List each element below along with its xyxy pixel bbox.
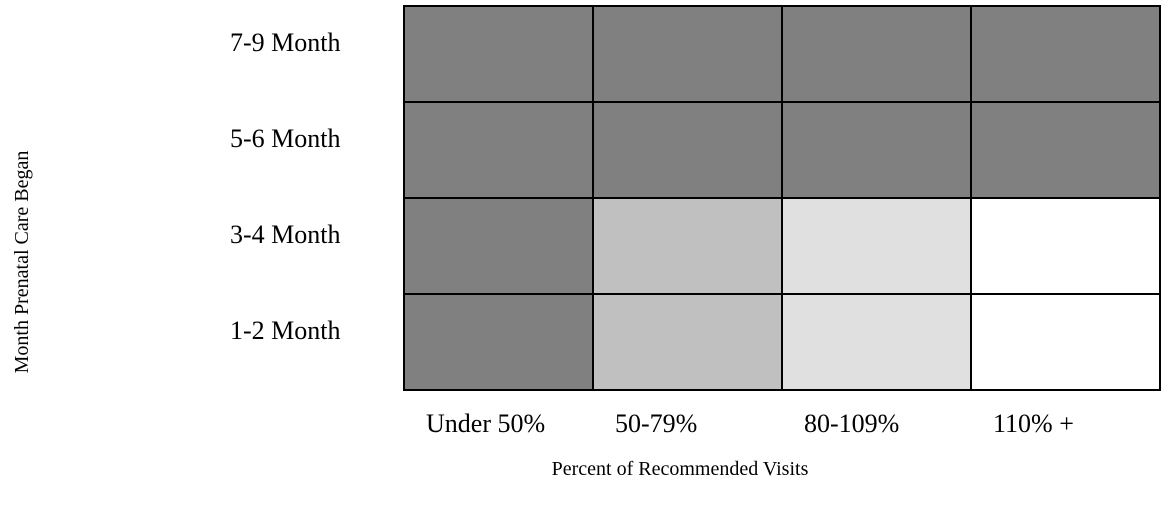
heatmap-cell-r1-c0 <box>403 101 594 199</box>
heatmap-cell-r2-c1 <box>592 197 783 295</box>
heatmap-cell-r0-c1 <box>592 5 783 103</box>
x-tick-label: 80-109% <box>804 409 899 438</box>
heatmap-cell-r1-c3 <box>970 101 1161 199</box>
x-tick-label: 50-79% <box>615 409 697 438</box>
y-tick-label: 5-6 Month <box>230 124 341 153</box>
heatmap-cell-r0-c0 <box>403 5 594 103</box>
y-tick-label: 1-2 Month <box>230 316 341 345</box>
heatmap-cell-r3-c1 <box>592 293 783 391</box>
heatmap-cell-r0-c3 <box>970 5 1161 103</box>
x-tick-labels: Under 50% 50-79% 80-109% 110% + <box>426 409 1074 438</box>
heatmap-cell-r1-c1 <box>592 101 783 199</box>
heatmap-cell-r1-c2 <box>781 101 972 199</box>
heatmap-cell-r2-c0 <box>403 197 594 295</box>
y-tick-label: 7-9 Month <box>230 28 341 57</box>
heatmap-cell-r3-c3 <box>970 293 1161 391</box>
y-tick-labels: 7-9 Month 5-6 Month 3-4 Month 1-2 Month <box>230 28 341 345</box>
x-tick-label: Under 50% <box>426 409 545 438</box>
heatmap-cell-r3-c0 <box>403 293 594 391</box>
heatmap-cells <box>403 5 1161 391</box>
heatmap-cell-r2-c2 <box>781 197 972 295</box>
y-axis-label: Month Prenatal Care Began <box>11 151 33 374</box>
heatmap-cell-r3-c2 <box>781 293 972 391</box>
heatmap-cell-r0-c2 <box>781 5 972 103</box>
heatmap-cell-r2-c3 <box>970 197 1161 295</box>
x-tick-label: 110% + <box>993 409 1074 438</box>
x-axis-label: Percent of Recommended Visits <box>552 458 809 480</box>
y-tick-label: 3-4 Month <box>230 220 341 249</box>
